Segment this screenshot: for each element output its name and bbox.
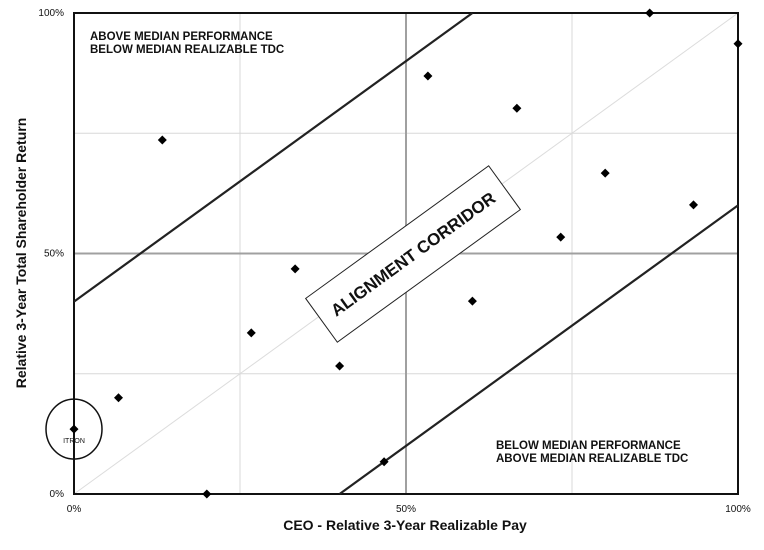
highlight-circle bbox=[45, 398, 103, 460]
plot-border bbox=[73, 12, 739, 495]
data-point bbox=[202, 489, 212, 499]
quadrant-label: BELOW MEDIAN PERFORMANCE bbox=[496, 440, 681, 452]
data-point bbox=[733, 39, 743, 49]
data-point bbox=[113, 393, 123, 403]
corridor-line bbox=[73, 12, 474, 303]
data-point bbox=[512, 103, 522, 113]
quadrant-label: ABOVE MEDIAN REALIZABLE TDC bbox=[496, 453, 688, 465]
data-point bbox=[556, 232, 566, 242]
y-axis-title: Relative 3-Year Total Shareholder Return bbox=[13, 118, 29, 389]
x-tick-label: 50% bbox=[396, 504, 416, 515]
data-point bbox=[335, 361, 345, 371]
data-point bbox=[423, 71, 433, 81]
corridor-line bbox=[338, 204, 739, 495]
data-point bbox=[379, 457, 389, 467]
y-tick-label: 100% bbox=[38, 8, 64, 19]
corridor-box bbox=[304, 165, 522, 343]
data-point bbox=[467, 296, 477, 306]
data-point bbox=[290, 264, 300, 274]
x-tick-label: 100% bbox=[725, 504, 751, 515]
data-point bbox=[246, 328, 256, 338]
data-point bbox=[600, 168, 610, 178]
data-point bbox=[69, 424, 79, 434]
y-tick-label: 50% bbox=[44, 249, 64, 260]
highlight-label: ITRON bbox=[63, 438, 85, 445]
data-point bbox=[157, 135, 167, 145]
quadrant-label: ABOVE MEDIAN PERFORMANCE bbox=[90, 31, 273, 43]
y-tick-label: 0% bbox=[50, 489, 65, 500]
data-point bbox=[689, 200, 699, 210]
x-tick-label: 0% bbox=[67, 504, 82, 515]
data-point bbox=[645, 8, 655, 18]
x-axis-title: CEO - Relative 3-Year Realizable Pay bbox=[283, 517, 527, 533]
quadrant-label: BELOW MEDIAN REALIZABLE TDC bbox=[90, 44, 284, 56]
